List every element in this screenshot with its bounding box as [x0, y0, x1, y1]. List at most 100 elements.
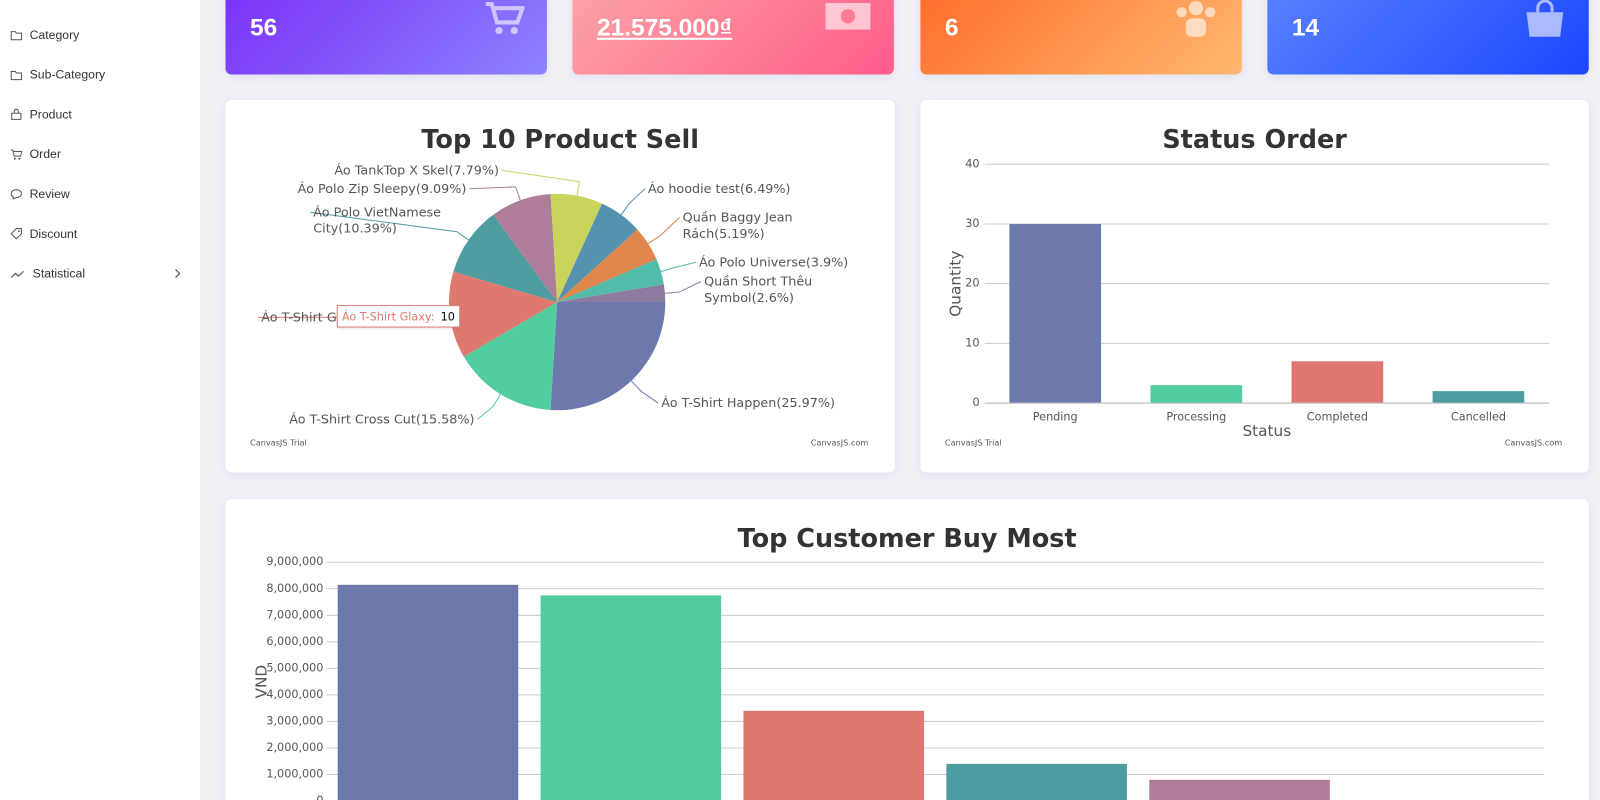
menu-label[interactable]: Order [29, 146, 61, 162]
tooltip: Áo T-Shirt Glaxy: 10 [336, 305, 461, 328]
icon [11, 108, 22, 120]
pie-panel: Top 10 Product Sell CanvasJS Trial CanvasJ… [225, 99, 895, 473]
y-tick-label: 30 [965, 217, 979, 230]
pie-slice [550, 302, 666, 411]
x-tick-label: Completed [1307, 410, 1368, 423]
y-tick-label: 0 [972, 396, 979, 409]
pie-slice [463, 302, 558, 411]
y-tick-label: 4,000,000 [266, 688, 323, 701]
slice-label: Quần Baggy Jean Rách(5.19%) [682, 209, 793, 241]
y-axis-title: VND [253, 665, 271, 699]
label-connector [647, 216, 680, 244]
y-tick-label: 8,000,000 [266, 582, 323, 595]
y-tick-label: 0 [316, 794, 323, 800]
watermark: CanvasJS Trial [250, 437, 307, 447]
chevron [175, 268, 181, 278]
bar [743, 710, 925, 800]
watermark: CanvasJS.com [1505, 437, 1563, 447]
stat-value: 56 [249, 14, 278, 42]
pie-slice [448, 271, 558, 357]
label-connector [477, 393, 501, 420]
stat-card: 21.575.000₫ [572, 0, 894, 75]
bar [1009, 223, 1102, 404]
y-tick-label: 9,000,000 [266, 555, 323, 568]
users-icon [1176, 1, 1216, 37]
stat-value: 6 [944, 14, 959, 42]
menu-label[interactable]: Discount [29, 226, 78, 241]
bar [1291, 361, 1384, 404]
chart-title: Status Order [1162, 125, 1347, 155]
menu-item[interactable]: Discount [10, 223, 189, 243]
y-tick-label: 5,000,000 [266, 661, 323, 674]
watermark: CanvasJS.com [811, 437, 869, 447]
y-tick-label: 3,000,000 [266, 714, 323, 727]
pie-slice [557, 203, 638, 303]
x-tick-label: Cancelled [1451, 410, 1506, 423]
stat-card: 14 [1267, 0, 1589, 75]
y-tick-label: 7,000,000 [266, 608, 323, 621]
stat-value: 14 [1291, 14, 1320, 42]
y-tick-label: 2,000,000 [266, 741, 323, 754]
tooltip-label: Áo T-Shirt Glaxy: [341, 309, 435, 323]
menu-item[interactable]: Review [10, 184, 189, 204]
menu-item[interactable]: Category [10, 24, 189, 44]
bar [1150, 385, 1243, 404]
menu-label[interactable]: Category [29, 27, 80, 42]
y-tick-label: 10 [965, 336, 979, 349]
label-connector [469, 186, 521, 201]
label-connector [620, 188, 646, 216]
x-tick-label: Processing [1166, 410, 1226, 423]
menu-item[interactable]: Product [10, 104, 189, 124]
stat-card: 56 [225, 0, 547, 75]
slice-label: Áo Polo Zip Sleepy(9.09%) [297, 180, 467, 196]
pie-slice [557, 284, 666, 303]
chart-title: Top 10 Product Sell [421, 125, 699, 155]
icon [10, 270, 24, 278]
status-panel: Status Order CanvasJS Trial CanvasJS.com 0 1… [920, 99, 1589, 473]
bar [1149, 779, 1330, 800]
menu-label[interactable]: Sub-Category [29, 67, 106, 82]
slice-label: Áo T-Shirt Happen(25.97%) [661, 394, 835, 411]
bag-icon [1526, 0, 1564, 37]
customer-chart: Top Customer Buy Most 0 1,000,000 2,000,000… [253, 524, 1544, 800]
money-icon [825, 3, 871, 30]
pie-slice [550, 193, 603, 303]
y-tick-label: 20 [965, 277, 979, 290]
pie-slice [557, 259, 664, 303]
menu-item[interactable]: Statistical [10, 263, 189, 283]
icon [10, 31, 22, 41]
cart-icon [485, 2, 525, 35]
x-tick-label: Pending [1033, 410, 1078, 423]
icon [10, 70, 22, 81]
customer-panel: Top Customer Buy Most 0 1,000,000 2,000,000… [225, 498, 1589, 800]
pie-slice [557, 229, 657, 303]
bar [946, 763, 1127, 800]
slice-label: Áo hoodie test(6.49%) [647, 180, 791, 196]
bar [540, 595, 722, 800]
bar [337, 584, 519, 800]
label-connector [664, 281, 702, 294]
x-axis-title: Status [1242, 422, 1291, 440]
slice-label: Áo TankTop X Skel(7.79%) [334, 162, 499, 178]
chart-title: Top Customer Buy Most [738, 524, 1077, 554]
watermark: CanvasJS Trial [945, 437, 1002, 447]
tooltip-value: 10 [440, 309, 455, 323]
status-chart: Status Order CanvasJS Trial CanvasJS.com 0 1… [945, 125, 1563, 448]
icon [10, 189, 22, 200]
menu-label[interactable]: Review [29, 186, 70, 202]
pie-slice [453, 214, 558, 303]
menu-item[interactable]: Sub-Category [10, 64, 189, 84]
menu-label[interactable]: Statistical [32, 266, 86, 281]
y-tick-label: 1,000,000 [266, 767, 323, 780]
y-axis-title: Quantity [947, 251, 965, 317]
y-tick-label: 40 [965, 157, 979, 170]
label-connector [660, 261, 697, 273]
icon [10, 228, 22, 240]
menu-item[interactable]: Order [10, 144, 189, 164]
label-connector [630, 380, 659, 404]
menu-label[interactable]: Product [29, 107, 72, 122]
pie-slice [493, 194, 558, 303]
slice-label: Áo Polo Universe(3.9%) [698, 254, 849, 270]
